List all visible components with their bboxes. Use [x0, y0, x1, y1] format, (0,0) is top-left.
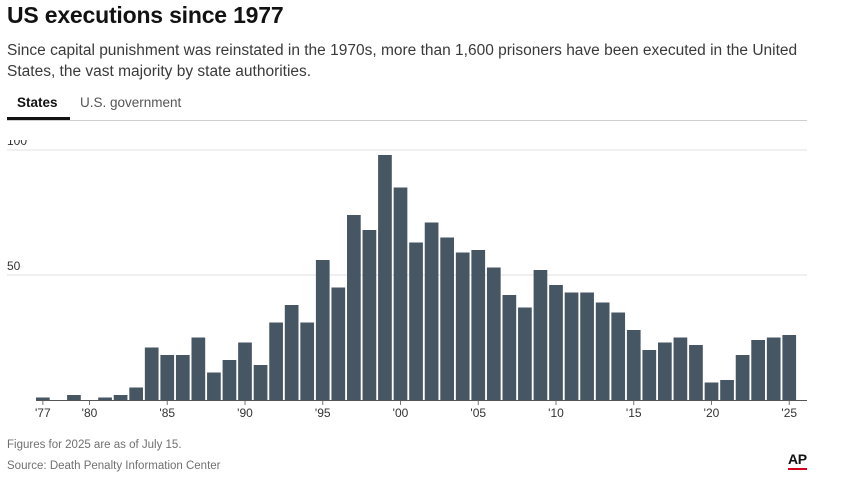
bar-chart: 50 100 '77 '80 '85 '90 '95 '00 '05 '10 '15 '20 '25	[7, 140, 807, 420]
x-tick-label-2000: '00	[393, 406, 409, 420]
bar-2001	[409, 242, 423, 400]
bar-2012	[580, 292, 594, 400]
x-tick-label-2005: '05	[470, 406, 486, 420]
bar-1990	[238, 342, 252, 400]
bar-1993	[284, 305, 299, 400]
ap-logo: AP	[788, 451, 807, 467]
bar-2004	[455, 252, 470, 400]
bar-2019	[689, 345, 703, 400]
bar-2017	[658, 342, 672, 400]
active-tab-indicator	[7, 117, 70, 120]
bar-2025	[782, 335, 797, 400]
x-tick-label-1985: '85	[159, 406, 175, 420]
bar-2003	[440, 237, 454, 400]
y-tick-label-100: 100	[7, 140, 27, 148]
bar-2010	[549, 285, 563, 400]
bar-2024	[766, 337, 781, 400]
tab-states[interactable]: States	[17, 95, 58, 110]
bar-1998	[362, 230, 377, 400]
ap-logo-underline	[788, 468, 807, 470]
bar-2014	[611, 312, 626, 400]
bar-2021	[720, 380, 734, 400]
bar-1977	[36, 397, 50, 400]
bar-1984	[144, 347, 159, 400]
bar-2007	[502, 295, 517, 400]
bar-1986	[175, 355, 190, 400]
x-tick-label-2025: '25	[781, 406, 797, 420]
x-tick-label-1995: '95	[315, 406, 331, 420]
bar-2009	[533, 270, 548, 400]
bar-2023	[751, 340, 765, 400]
x-tick-label-1980: '80	[82, 406, 98, 420]
bar-1982	[113, 395, 128, 400]
bar-1979	[67, 395, 81, 400]
bar-1999	[378, 155, 392, 400]
bar-1991	[253, 365, 268, 400]
x-tick-label-1990: '90	[237, 406, 253, 420]
bar-1997	[347, 215, 361, 400]
x-tick-label-1977: '77	[35, 406, 51, 420]
source-credit: Source: Death Penalty Information Center	[7, 460, 221, 472]
chart-title: US executions since 1977	[7, 2, 284, 28]
bar-1989	[222, 360, 237, 400]
bar-2015	[626, 330, 641, 400]
bar-2016	[642, 350, 657, 400]
bar-1996	[331, 287, 346, 400]
bar-2018	[673, 337, 688, 400]
bar-1992	[269, 322, 283, 400]
bar-1988	[207, 372, 221, 400]
bar-2005	[471, 250, 486, 400]
bar-1995	[315, 260, 330, 400]
bar-2006	[486, 267, 501, 400]
bar-2002	[424, 222, 439, 400]
x-tick-label-2020: '20	[704, 406, 720, 420]
tab-bar: States U.S. government	[7, 90, 807, 121]
bar-2011	[564, 292, 579, 400]
bar-1987	[191, 337, 206, 400]
bar-2013	[595, 302, 610, 400]
tab-us-government[interactable]: U.S. government	[80, 95, 182, 110]
y-tick-label-50: 50	[7, 259, 21, 273]
bar-2000	[393, 187, 408, 400]
bar-2022	[735, 355, 750, 400]
chart-subtitle: Since capital punishment was reinstated …	[7, 42, 798, 80]
bar-1985	[160, 355, 175, 400]
bar-2008	[518, 307, 532, 400]
footnote: Figures for 2025 are as of July 15.	[7, 439, 182, 451]
x-tick-label-2015: '15	[626, 406, 642, 420]
bar-2020	[704, 382, 719, 400]
bar-1994	[300, 322, 315, 400]
x-tick-label-2010: '10	[548, 406, 564, 420]
bar-1983	[129, 387, 143, 400]
bar-1981	[98, 397, 112, 400]
